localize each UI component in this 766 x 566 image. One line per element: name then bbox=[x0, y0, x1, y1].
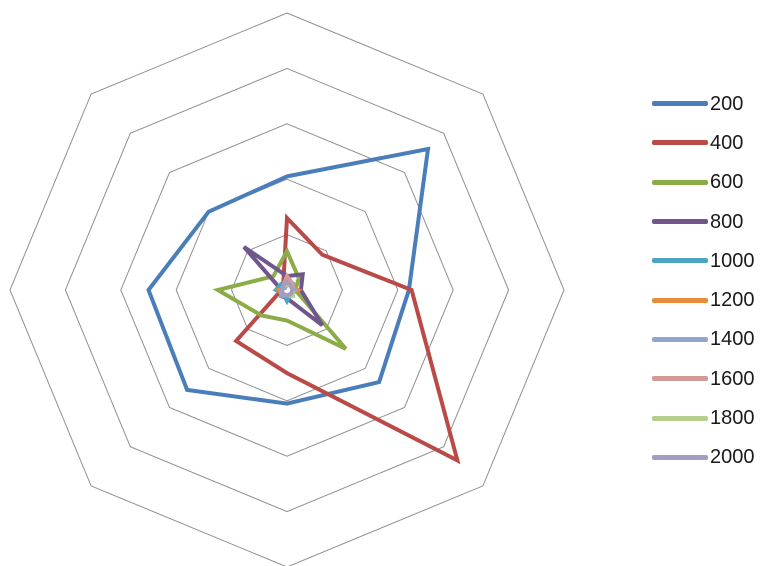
grid-ring-20 bbox=[231, 234, 343, 346]
legend-item: 1600 bbox=[652, 359, 755, 398]
legend-item: 1800 bbox=[652, 398, 755, 437]
legend-swatch bbox=[652, 179, 708, 185]
legend-item: 1000 bbox=[652, 241, 755, 280]
legend-label: 1200 bbox=[710, 289, 755, 312]
legend-item: 200 bbox=[652, 84, 755, 123]
legend-item: 1400 bbox=[652, 320, 755, 359]
legend-item: 800 bbox=[652, 202, 755, 241]
legend-label: 800 bbox=[710, 210, 744, 233]
grid-ring-100 bbox=[9, 12, 565, 566]
grid-ring-80 bbox=[64, 67, 510, 513]
series-line-2000 bbox=[279, 278, 295, 298]
legend-swatch bbox=[652, 415, 708, 421]
legend-item: 2000 bbox=[652, 438, 755, 477]
legend-item: 400 bbox=[652, 123, 755, 162]
legend-label: 1000 bbox=[710, 249, 755, 272]
series-line-600 bbox=[212, 246, 348, 351]
legend-item: 1200 bbox=[652, 280, 755, 319]
series-line-200 bbox=[146, 146, 431, 406]
radar-grid bbox=[9, 12, 565, 566]
legend-label: 600 bbox=[710, 171, 744, 194]
chart-legend: 200 400 600 800 1000 1200 1400 1600 1800 2000 bbox=[652, 84, 755, 477]
legend-label: 400 bbox=[710, 131, 744, 154]
legend-swatch bbox=[652, 140, 708, 146]
legend-swatch bbox=[652, 336, 708, 342]
legend-swatch bbox=[652, 297, 708, 303]
legend-label: 1600 bbox=[710, 367, 755, 390]
legend-swatch bbox=[652, 376, 708, 382]
legend-label: 2000 bbox=[710, 446, 755, 469]
grid-ring-60 bbox=[120, 123, 454, 457]
legend-label: 1400 bbox=[710, 328, 755, 351]
grid-ring-40 bbox=[175, 178, 399, 402]
legend-swatch bbox=[652, 454, 708, 460]
legend-swatch bbox=[652, 258, 708, 264]
series-line-400 bbox=[233, 213, 461, 465]
radar-series bbox=[146, 146, 461, 465]
legend-swatch bbox=[652, 219, 708, 225]
legend-item: 600 bbox=[652, 163, 755, 202]
legend-label: 200 bbox=[710, 92, 744, 115]
legend-swatch bbox=[652, 101, 708, 107]
legend-label: 1800 bbox=[710, 407, 755, 430]
